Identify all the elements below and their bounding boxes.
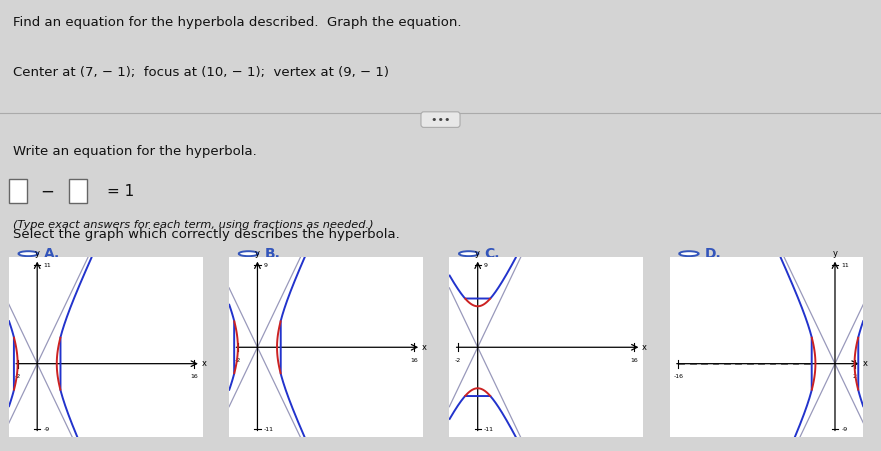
Text: Write an equation for the hyperbola.: Write an equation for the hyperbola. (13, 145, 257, 158)
Text: Select the graph which correctly describes the hyperbola.: Select the graph which correctly describ… (13, 228, 400, 241)
Text: A.: A. (44, 247, 60, 261)
Text: C.: C. (485, 247, 500, 261)
Text: y: y (475, 249, 480, 258)
Text: y: y (34, 249, 40, 258)
Circle shape (239, 251, 258, 256)
Text: 11: 11 (841, 263, 849, 268)
Text: 16: 16 (190, 374, 197, 379)
Text: (Type exact answers for each term, using fractions as needed.): (Type exact answers for each term, using… (13, 221, 374, 230)
Text: 9: 9 (484, 263, 488, 268)
Circle shape (459, 251, 478, 256)
Text: y: y (255, 249, 260, 258)
Text: -2: -2 (455, 358, 462, 363)
Text: -9: -9 (43, 427, 50, 432)
Text: y: y (833, 249, 838, 258)
Text: 11: 11 (43, 263, 51, 268)
Circle shape (679, 251, 699, 256)
Text: Find an equation for the hyperbola described.  Graph the equation.: Find an equation for the hyperbola descr… (13, 16, 462, 29)
Text: Center at (7, − 1);  focus at (10, − 1);  vertex at (9, − 1): Center at (7, − 1); focus at (10, − 1); … (13, 66, 389, 78)
Text: -2: -2 (234, 358, 241, 363)
Text: -2: -2 (14, 374, 21, 379)
Text: x: x (202, 359, 207, 368)
Text: -9: -9 (841, 427, 848, 432)
Text: •••: ••• (424, 115, 457, 124)
Text: = 1: = 1 (107, 184, 134, 198)
Text: 2: 2 (853, 374, 856, 379)
Text: −: − (40, 182, 54, 200)
Text: 16: 16 (631, 358, 638, 363)
Text: -16: -16 (673, 374, 684, 379)
Text: x: x (422, 343, 427, 352)
Text: x: x (862, 359, 868, 368)
Circle shape (19, 251, 38, 256)
Text: D.: D. (705, 247, 722, 261)
Text: -11: -11 (263, 427, 274, 432)
Text: -11: -11 (484, 427, 494, 432)
Text: 9: 9 (263, 263, 268, 268)
Text: 16: 16 (411, 358, 418, 363)
Text: x: x (642, 343, 648, 352)
Text: B.: B. (264, 247, 280, 261)
